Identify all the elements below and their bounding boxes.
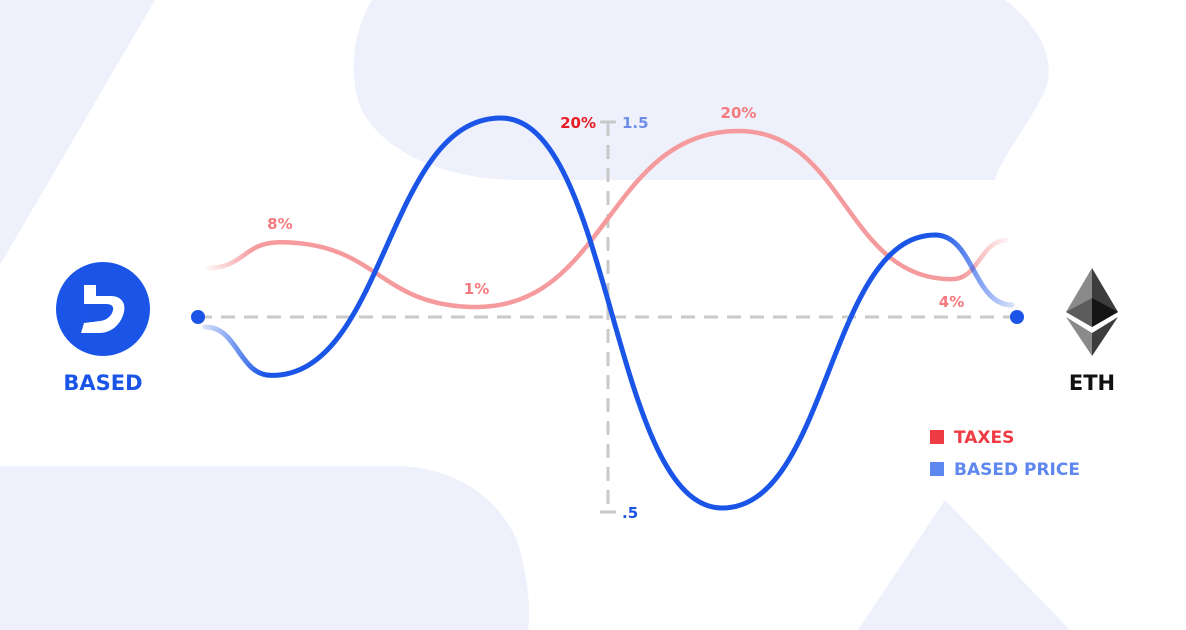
taxes-data-label: 8%: [267, 215, 292, 233]
taxes-series-line: [205, 128, 1011, 310]
based-price-series-line: [202, 115, 1015, 511]
taxes-data-label: 1%: [464, 280, 489, 298]
series-layer: [202, 115, 1015, 511]
price-axis-bottom-label: .5: [622, 504, 638, 522]
legend-swatch-taxes: [930, 430, 944, 444]
taxes-axis-top-label: 20%: [560, 114, 596, 132]
based-token-label: BASED: [63, 371, 142, 395]
bg-shape-bottom-left: [0, 466, 530, 630]
data-labels: 8% 1% 20% 4%: [267, 104, 964, 311]
axis-endpoint-left: [191, 310, 205, 324]
eth-token: ETH: [1066, 268, 1118, 395]
axes: 20% 1.5 .5: [191, 114, 1024, 522]
bg-shape-left: [0, 0, 155, 265]
legend: TAXES BASED PRICE: [930, 428, 1080, 480]
axis-endpoint-right: [1010, 310, 1024, 324]
taxes-data-label: 20%: [721, 104, 757, 122]
based-token: BASED: [56, 262, 150, 395]
ethereum-logo-icon: [1066, 268, 1118, 356]
bg-shape-bottom-right: [858, 500, 1070, 630]
eth-token-label: ETH: [1069, 371, 1115, 395]
legend-label-taxes: TAXES: [954, 428, 1014, 448]
legend-label-based-price: BASED PRICE: [954, 460, 1080, 480]
price-axis-top-label: 1.5: [622, 114, 649, 132]
based-logo-icon: [56, 262, 150, 356]
legend-swatch-based-price: [930, 462, 944, 476]
background-decoration: [0, 0, 1070, 630]
bg-shape-center: [353, 0, 1049, 180]
taxes-data-label: 4%: [939, 293, 964, 311]
